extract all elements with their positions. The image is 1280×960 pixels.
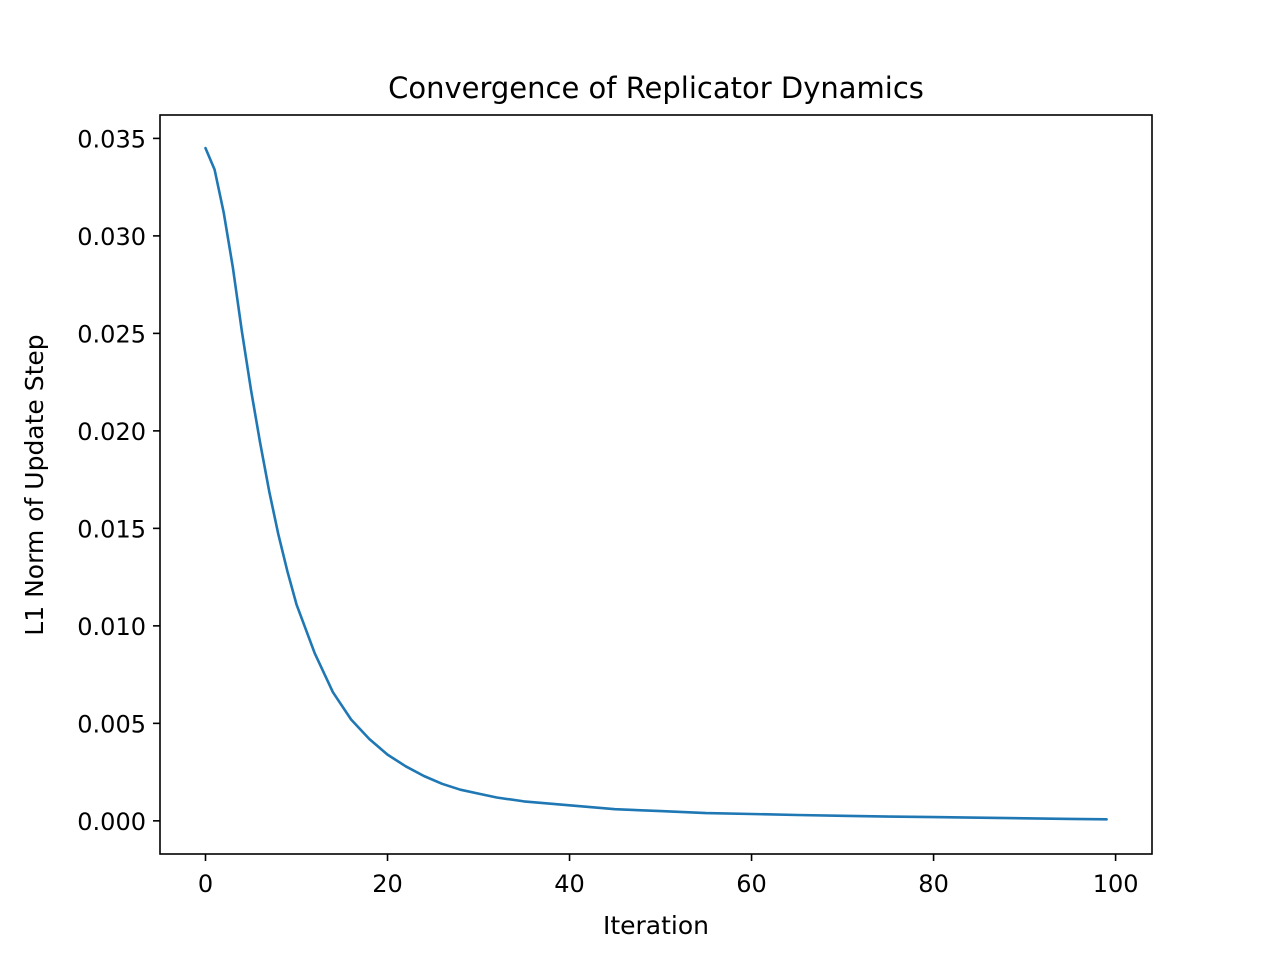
y-tick-label: 0.010 [77,613,146,641]
y-axis: 0.000 0.005 0.010 0.015 0.020 0.025 0.030 0.035 [77,125,160,836]
y-tick-label: 0.030 [77,223,146,251]
series-layer [204,146,1108,821]
x-tick-label: 60 [736,870,767,898]
x-tick-label: 20 [372,870,403,898]
plot-area: 0 20 40 60 80 100 0.0000.0050.0100.0150.0200.… [77,114,1153,898]
y-tick-label: 0.005 [77,710,146,738]
y-tick-label: 0.000 [77,808,146,836]
y-tick-label: 0.020 [77,418,146,446]
x-axis-label: Iteration [603,911,709,940]
y-tick-label: 0.015 [77,515,146,543]
x-tick-label: 80 [918,870,949,898]
x-tick-label: 0 [198,870,213,898]
series-line [204,146,1108,821]
chart-title: Convergence of Replicator Dynamics [388,71,924,105]
plot-frame [159,114,1153,855]
y-tick-label: 0.035 [77,125,146,153]
y-tick-label: 0.025 [77,320,146,348]
x-axis: 0 20 40 60 80 100 [198,854,1139,898]
x-tick-label: 100 [1093,870,1139,898]
x-tick-label: 40 [554,870,585,898]
y-axis-label: L1 Norm of Update Step [20,334,49,635]
